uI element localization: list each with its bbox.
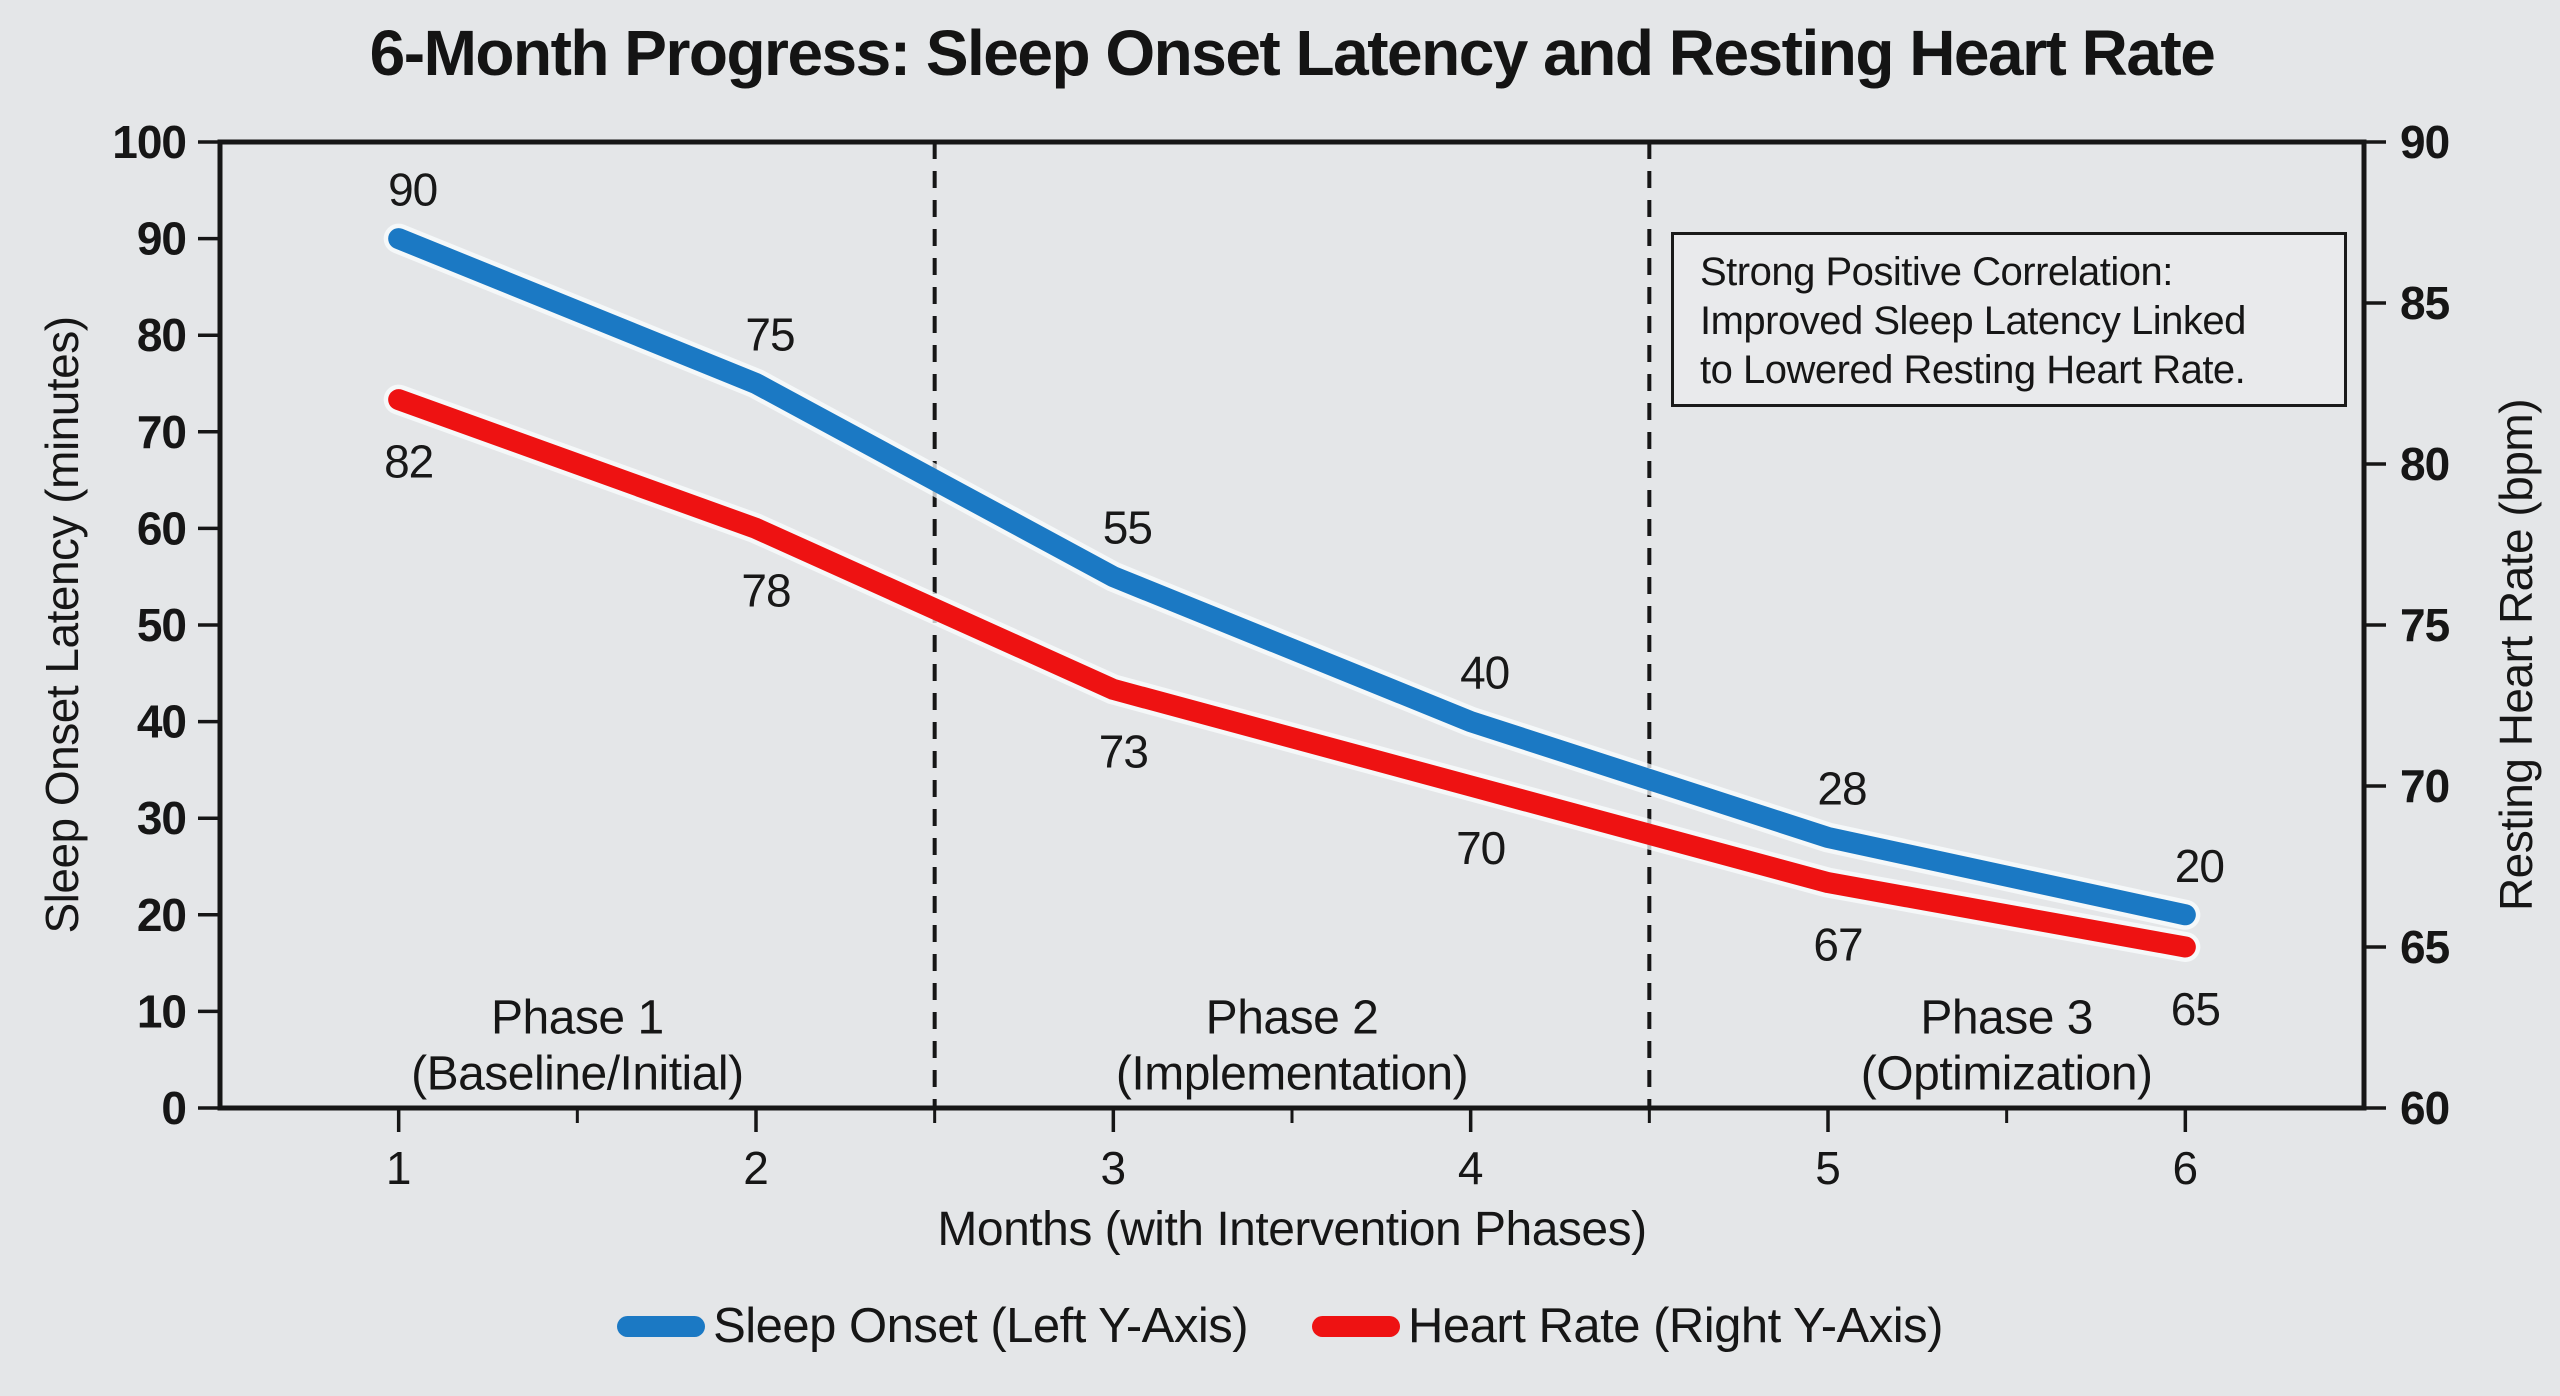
left-axis-tick-label: 100 (112, 116, 186, 168)
legend: Sleep Onset (Left Y-Axis) Heart Rate (Ri… (0, 1298, 2560, 1354)
right-axis-tick-label: 85 (2400, 277, 2450, 329)
right-y-axis-title: Resting Heart Rate (bpm) (2490, 398, 2542, 912)
x-axis-tick-label: 1 (386, 1142, 412, 1194)
data-label: 90 (388, 164, 437, 216)
legend-item-sleep-onset: Sleep Onset (Left Y-Axis) (617, 1298, 1249, 1354)
legend-label-heart-rate: Heart Rate (Right Y-Axis) (1408, 1299, 1943, 1353)
correlation-annotation-box: Strong Positive Correlation: Improved Sl… (1671, 232, 2347, 407)
data-label: 67 (1813, 919, 1862, 971)
right-axis-tick-label: 60 (2400, 1082, 2449, 1134)
sleep-onset-line (388, 228, 2196, 926)
phase-label-line2: (Optimization) (1861, 1048, 2153, 1101)
right-axis-tick-label: 80 (2400, 438, 2449, 490)
data-label: 70 (1456, 822, 1505, 874)
data-label: 75 (745, 309, 794, 361)
left-axis-tick-label: 40 (137, 696, 186, 748)
x-axis-tick-label: 2 (743, 1142, 769, 1194)
right-axis-tick-label: 90 (2400, 116, 2449, 168)
phase-label-line1: Phase 1 (491, 992, 664, 1045)
phase-label-line1: Phase 2 (1206, 992, 1379, 1045)
data-label: 65 (2171, 983, 2220, 1035)
x-axis-tick-label: 6 (2173, 1142, 2199, 1194)
heart-rate-line (388, 389, 2196, 958)
annotation-line-3: to Lowered Resting Heart Rate. (1700, 348, 2246, 392)
x-axis-title: Months (with Intervention Phases) (937, 1203, 1647, 1256)
left-axis-tick-label: 90 (137, 213, 186, 265)
x-axis-tick-label: 5 (1815, 1142, 1841, 1194)
left-axis-tick-label: 0 (161, 1082, 186, 1134)
left-axis-tick-label: 20 (137, 889, 186, 941)
data-label: 20 (2175, 840, 2224, 892)
right-axis-tick-label: 75 (2400, 599, 2450, 651)
data-label: 40 (1460, 647, 1509, 699)
left-y-axis-title: Sleep Onset Latency (minutes) (36, 316, 88, 934)
left-axis-tick-label: 60 (137, 502, 186, 554)
data-label: 82 (384, 436, 433, 488)
legend-label-sleep-onset: Sleep Onset (Left Y-Axis) (713, 1299, 1249, 1353)
x-axis-tick-label: 3 (1101, 1142, 1127, 1194)
left-axis-tick-label: 10 (137, 985, 186, 1037)
chart-title: 6-Month Progress: Sleep Onset Latency an… (369, 17, 2216, 89)
phase-label-line2: (Baseline/Initial) (411, 1048, 743, 1101)
left-axis-tick-label: 80 (137, 309, 186, 361)
data-label: 78 (741, 564, 790, 616)
right-axis-tick-label: 70 (2400, 760, 2449, 812)
sleep-onset-legend-swatch-icon (617, 1315, 706, 1337)
right-axis-tick-label: 65 (2400, 921, 2450, 973)
annotation-line-1: Strong Positive Correlation: (1700, 250, 2173, 294)
data-label: 55 (1103, 502, 1152, 554)
data-label: 73 (1099, 725, 1148, 777)
annotation-line-2: Improved Sleep Latency Linked (1700, 299, 2246, 343)
phase-label-line2: (Implementation) (1116, 1048, 1468, 1101)
left-axis-tick-label: 70 (137, 406, 186, 458)
data-label: 28 (1817, 763, 1866, 815)
left-axis-tick-label: 50 (137, 599, 186, 651)
x-axis-tick-label: 4 (1458, 1142, 1484, 1194)
phase-label-line1: Phase 3 (1920, 992, 2093, 1045)
legend-item-heart-rate: Heart Rate (Right Y-Axis) (1312, 1298, 1943, 1354)
heart-rate-legend-swatch-icon (1312, 1315, 1401, 1337)
left-axis-tick-label: 30 (137, 792, 186, 844)
